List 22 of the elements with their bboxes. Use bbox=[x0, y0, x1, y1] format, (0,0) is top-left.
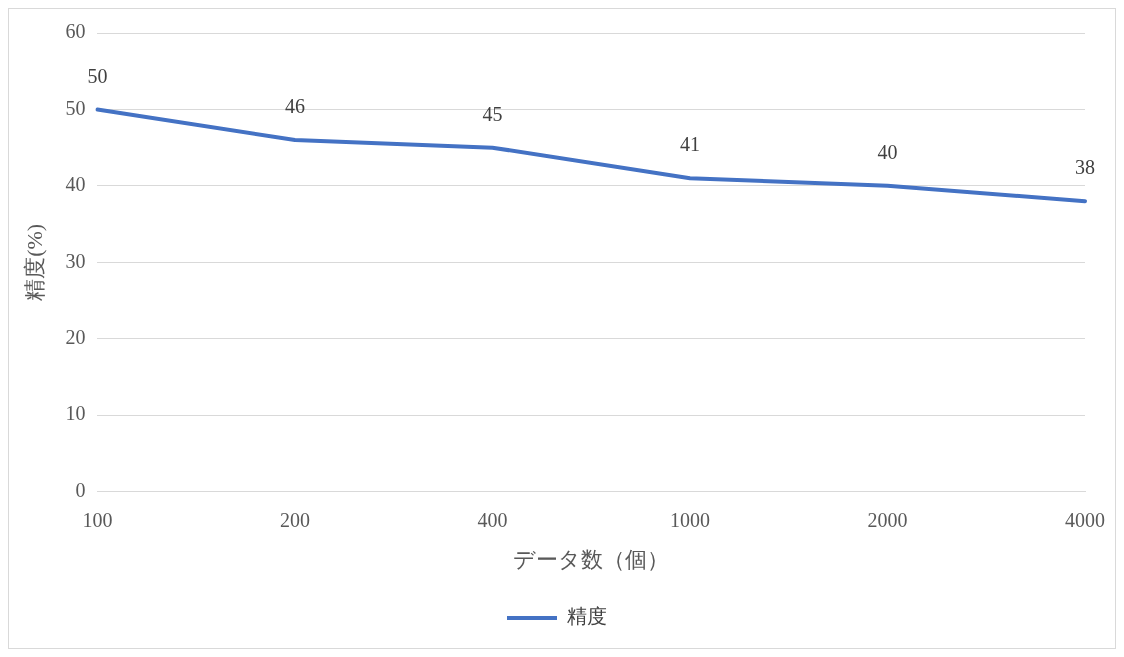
x-tick-label: 1000 bbox=[669, 508, 710, 531]
x-tick-label: 100 bbox=[82, 508, 113, 531]
data-label: 46 bbox=[284, 95, 305, 118]
y-tick-label: 50 bbox=[65, 96, 86, 119]
y-axis-title: 精度(%) bbox=[21, 223, 47, 301]
y-tick-label: 10 bbox=[65, 402, 86, 425]
data-label: 38 bbox=[1075, 156, 1095, 179]
y-tick-label: 0 bbox=[75, 478, 86, 501]
data-label: 45 bbox=[482, 102, 503, 125]
y-tick-label: 30 bbox=[65, 249, 86, 272]
x-axis-title: データ数（個） bbox=[513, 546, 670, 572]
data-label: 50 bbox=[87, 64, 108, 87]
y-tick-label: 40 bbox=[65, 173, 86, 196]
x-tick-label: 400 bbox=[477, 508, 508, 531]
data-label: 41 bbox=[679, 133, 700, 156]
x-tick-label: 2000 bbox=[867, 508, 908, 531]
legend-label: 精度 bbox=[567, 605, 607, 628]
x-tick-label: 200 bbox=[279, 508, 310, 531]
x-tick-label: 4000 bbox=[1065, 508, 1105, 531]
y-tick-label: 60 bbox=[65, 20, 86, 43]
y-tick-label: 20 bbox=[65, 325, 86, 348]
data-label: 40 bbox=[877, 141, 898, 164]
